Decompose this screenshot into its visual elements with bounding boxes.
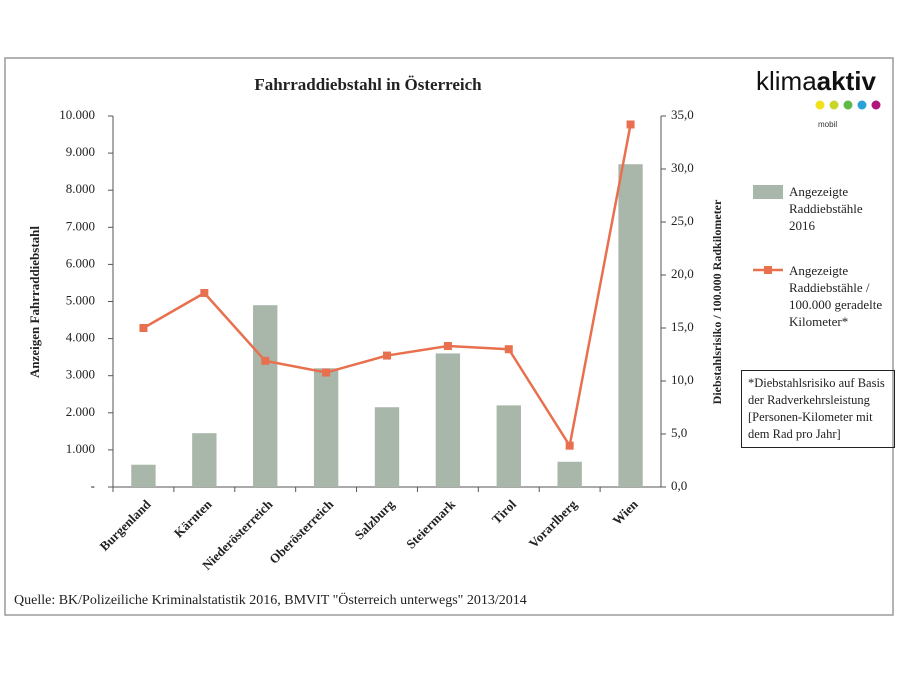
- y2-tick-label: 20,0: [671, 266, 694, 281]
- y-tick-label: 1.000: [66, 441, 95, 456]
- y-tick-label: 10.000: [59, 107, 95, 122]
- y2-tick-label: 10,0: [671, 372, 694, 387]
- x-tick-label: Tirol: [489, 496, 519, 526]
- logo: klimaaktiv: [756, 66, 876, 97]
- x-tick-label: Wien: [609, 496, 641, 528]
- y-tick-label: -: [91, 478, 95, 493]
- y-tick-label: 4.000: [66, 330, 95, 345]
- legend-swatch-marker: [764, 266, 772, 274]
- x-tick-label: Kärnten: [171, 496, 215, 540]
- y-tick-label: 9.000: [66, 144, 95, 159]
- line-marker: [139, 324, 148, 332]
- logo-sub: mobil: [818, 120, 838, 129]
- y-tick-label: 7.000: [66, 218, 95, 233]
- bar: [435, 353, 461, 487]
- bar: [131, 464, 156, 487]
- y2-tick-label: 15,0: [671, 319, 694, 334]
- logo-text-bold: aktiv: [816, 66, 876, 96]
- y-tick-label: 2.000: [66, 404, 95, 419]
- x-tick-label: Burgenland: [97, 496, 155, 554]
- bar: [557, 461, 582, 487]
- y2-axis-label: Diebstahlsrisiko / 100.000 Radkilometer: [710, 199, 724, 404]
- chart-title: Fahrraddiebstahl in Österreich: [254, 75, 482, 94]
- frame: [4, 57, 894, 616]
- y-tick-label: 3.000: [66, 367, 95, 382]
- line-marker: [200, 289, 209, 298]
- line-marker: [261, 356, 270, 365]
- y-tick-label: 8.000: [66, 181, 95, 196]
- line-marker: [443, 342, 452, 351]
- y-tick-label: 6.000: [66, 255, 95, 270]
- y2-tick-label: 5,0: [671, 425, 687, 440]
- x-tick-label: Oberösterreich: [266, 496, 337, 567]
- y2-tick-label: 25,0: [671, 213, 694, 228]
- legend-label: Angezeigte Raddiebstähle / 100.000 gerad…: [789, 263, 883, 329]
- bar: [496, 405, 521, 487]
- bar: [192, 433, 217, 487]
- y2-tick-label: 35,0: [671, 107, 694, 122]
- x-tick-label: Salzburg: [351, 496, 397, 542]
- y-axis-label: Anzeigen Fahrraddiebstahl: [27, 226, 42, 378]
- line-marker: [504, 345, 513, 354]
- line-marker: [626, 120, 635, 129]
- bar: [618, 164, 643, 488]
- line-marker: [565, 441, 574, 450]
- x-tick-label: Steiermark: [403, 496, 459, 552]
- legend-label: Angezeigte Raddiebstähle 2016: [789, 184, 863, 233]
- y2-tick-label: 0,0: [671, 478, 687, 493]
- logo-text: klima: [756, 66, 817, 96]
- line: [142, 124, 632, 450]
- logo-dots: [815, 100, 881, 110]
- line-marker: [383, 351, 391, 360]
- y2-tick-label: 30,0: [671, 160, 694, 175]
- bar: [253, 305, 278, 487]
- source: Quelle: BK/Polizeiliche Kriminalstatisti…: [14, 591, 527, 608]
- note: *Diebstahlsrisiko auf Basis der Radverke…: [741, 370, 895, 448]
- y-tick-label: 5.000: [66, 292, 95, 307]
- bar: [374, 407, 400, 487]
- x-tick-label: Vorarlberg: [526, 496, 581, 551]
- legend-swatch: [753, 185, 783, 199]
- bar: [313, 368, 339, 487]
- line-marker: [322, 368, 331, 377]
